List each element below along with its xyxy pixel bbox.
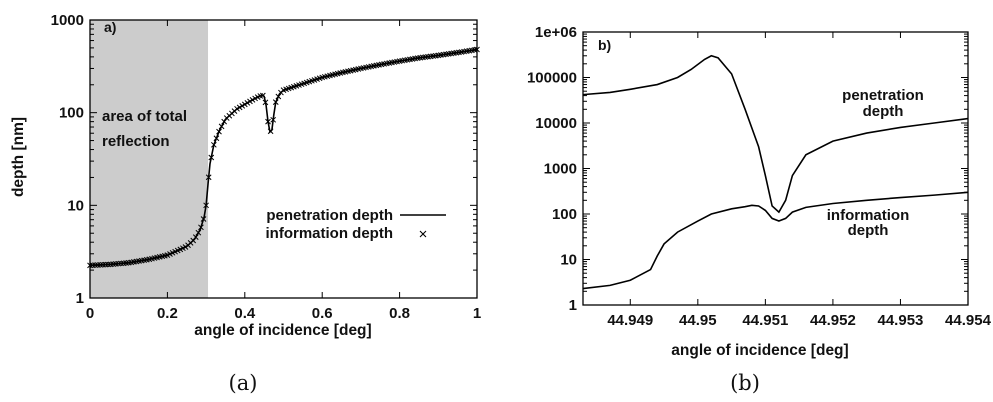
a-y-tick-label: 10 (67, 197, 84, 214)
panel-b-tick-labels: 44.949 44.95 44.951 44.952 44.953 44.954 1 10 10… (527, 24, 992, 329)
panel-a-tag: a) (104, 19, 116, 35)
a-y-tick-label: 100 (59, 105, 84, 122)
a-x-tick-label: 1 (473, 305, 481, 322)
information-depth-marker (205, 174, 212, 181)
information-depth-marker (241, 101, 248, 108)
penetration-depth-line-b (582, 54, 969, 214)
legend-penetration-label: penetration depth (266, 207, 393, 224)
information-depth-marker (192, 234, 199, 240)
x-axis-title-a: angle of incidence [deg] (194, 322, 371, 339)
information-label-line1: information (827, 207, 910, 224)
penetration-label-line2: depth (863, 103, 904, 120)
b-x-tick-label: 44.95 (679, 312, 717, 329)
information-depth-marker (275, 93, 282, 100)
b-y-tick-label: 1e+06 (535, 24, 577, 41)
a-y-tick-label: 1 (76, 290, 84, 307)
a-x-tick-label: 0.4 (234, 305, 256, 322)
information-depth-marker (195, 229, 202, 236)
information-depth-marker (234, 105, 240, 112)
information-depth-marker (198, 224, 204, 231)
information-depth-marker (213, 135, 220, 142)
a-x-tick-label: 0 (86, 305, 94, 322)
information-depth-markers-a (87, 46, 480, 269)
x-axis-title-b: angle of incidence [deg] (671, 342, 848, 359)
shaded-region-label-line1: area of total (102, 108, 187, 125)
panel-a-frame (89, 19, 478, 299)
information-depth-marker (208, 154, 215, 161)
information-depth-marker (221, 118, 228, 125)
legend-a: penetration depth information depth (266, 207, 446, 242)
information-depth-marker (262, 99, 269, 106)
information-depth-marker (249, 97, 256, 103)
panel-b-ticks (583, 31, 969, 306)
y-axis-title-a: depth [nm] (10, 117, 27, 197)
information-depth-marker (216, 128, 222, 135)
caption-a: (a) (229, 371, 258, 395)
information-depth-marker (218, 123, 225, 130)
panel-b-frame (582, 31, 969, 306)
panel-b: 44.949 44.95 44.951 44.952 44.953 44.954 1 10 10… (527, 24, 992, 395)
information-depth-marker (200, 216, 207, 222)
information-depth-marker (247, 98, 253, 105)
information-depth-marker (203, 202, 209, 209)
total-reflection-region (90, 20, 209, 298)
information-depth-marker (267, 128, 274, 135)
information-depth-marker (270, 116, 277, 123)
information-depth-marker (210, 141, 217, 148)
b-y-tick-label: 100000 (527, 70, 577, 87)
information-depth-marker (265, 118, 271, 125)
b-y-tick-label: 1 (569, 297, 577, 314)
caption-b: (b) (730, 371, 760, 395)
legend-x-marker (419, 230, 427, 238)
information-depth-marker (244, 100, 251, 106)
information-depth-marker (239, 102, 246, 109)
information-label-line2: depth (848, 222, 889, 239)
b-x-tick-label: 44.952 (810, 312, 856, 329)
information-depth-marker (272, 99, 279, 105)
b-y-tick-label: 1000 (544, 161, 577, 178)
a-x-tick-label: 0.2 (157, 305, 178, 322)
shaded-region-label-line2: reflection (102, 133, 170, 150)
b-y-tick-label: 10 (560, 252, 577, 269)
penetration-label-line1: penetration (842, 87, 924, 104)
b-y-tick-label: 100 (552, 206, 577, 223)
b-x-tick-label: 44.953 (878, 312, 924, 329)
panel-a-tick-labels: 0 0.2 0.4 0.6 0.8 1 1 10 100 1000 (51, 12, 482, 322)
information-depth-marker (182, 244, 189, 250)
a-x-tick-label: 0.6 (312, 305, 333, 322)
information-depth-marker (236, 104, 243, 111)
b-x-tick-label: 44.949 (607, 312, 653, 329)
b-x-tick-label: 44.951 (742, 312, 788, 329)
b-x-tick-label: 44.954 (945, 312, 992, 329)
b-y-tick-label: 10000 (535, 115, 577, 132)
information-depth-line-b (582, 191, 969, 290)
legend-information-label: information depth (266, 225, 394, 242)
information-depth-marker (260, 92, 266, 99)
panel-b-tag: b) (598, 37, 611, 53)
a-y-tick-label: 1000 (51, 12, 84, 29)
a-x-tick-label: 0.8 (389, 305, 410, 322)
panel-a: 0 0.2 0.4 0.6 0.8 1 1 10 100 1000 a) area of tota… (10, 12, 481, 395)
information-depth-marker (190, 237, 197, 244)
